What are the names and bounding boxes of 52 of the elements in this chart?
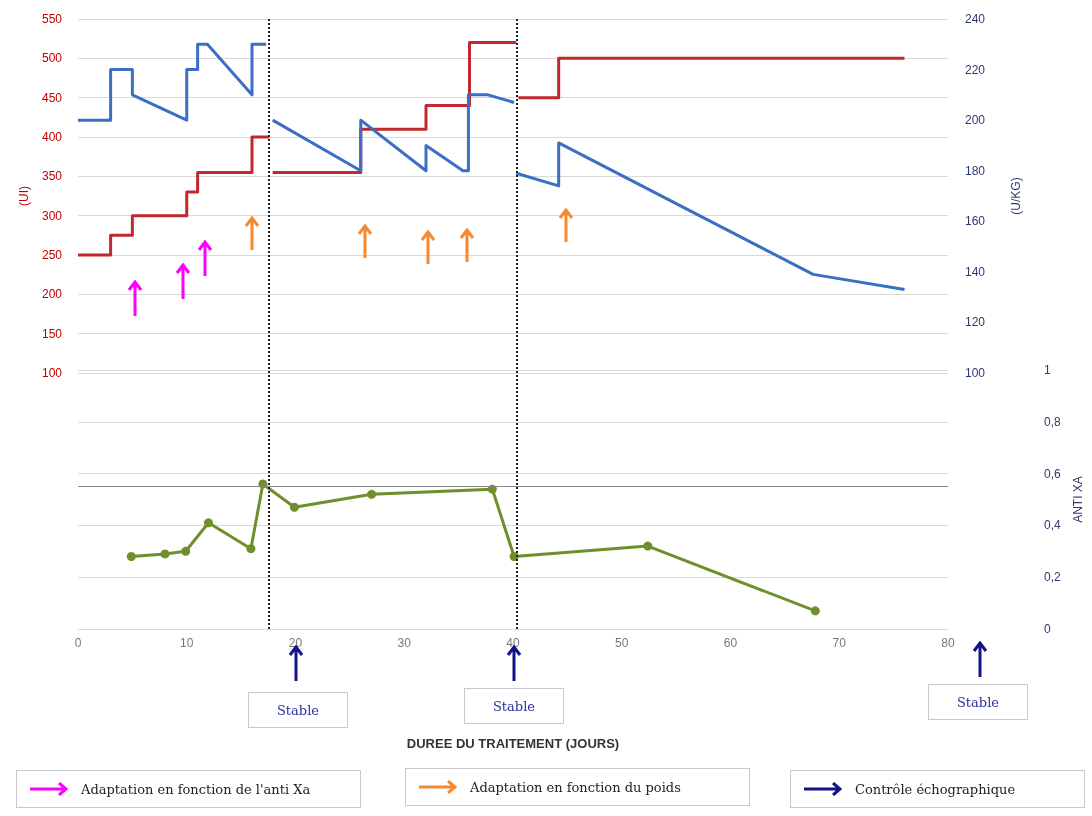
x-axis-title: DUREE DU TRAITEMENT (JOURS) [406,736,620,751]
y2-tick-label: 220 [965,62,986,77]
point [246,544,256,554]
text: Adaptation en fonction de l'anti Xa [81,781,311,797]
text: Stable [928,684,1028,720]
text: Contrôle échographique [855,781,1016,797]
y2-tick-label: 0,2 [1044,570,1062,585]
y2-tick-label: 0,6 [1044,466,1062,481]
point [126,551,136,561]
x-tick-label: 50 [615,636,629,650]
y-axis-title: (UI) [17,186,31,206]
y2-tick-label: 120 [965,315,986,330]
text: Adaptation en fonction du poids [470,779,681,795]
y-tick-label: 300 [41,208,63,223]
x-tick-label: 0 [74,636,82,650]
text: Stable [464,688,564,724]
y2-tick-label: 200 [965,113,986,128]
point [181,546,191,556]
y2-tick-label: 0 [1044,622,1051,636]
x-tick-label: 70 [832,636,847,650]
point [289,502,299,512]
x-tick-label: 30 [397,636,412,650]
y2-tick-label: 0,4 [1044,518,1062,533]
text: Stable [248,692,348,728]
y-tick-label: 200 [41,287,63,302]
y2-tick-label: 240 [965,12,986,26]
x-tick-label: 80 [941,636,955,650]
x-tick-label: 20 [288,636,303,650]
y2-tick-label: 140 [965,264,986,279]
y2-tick-label: 160 [965,214,986,229]
point [810,606,820,616]
y2-axis-title: ANTI XA [1070,476,1085,523]
y2-tick-label: 180 [965,163,986,178]
point [160,549,170,559]
point [367,489,377,499]
y-tick-label: 550 [41,12,63,26]
y-tick-label: 400 [41,130,63,144]
y2-tick-label: 100 [965,366,986,380]
point [204,518,213,528]
y2-axis-title: (U/KG) [1009,177,1023,215]
y2-tick-label: 1 [1044,363,1051,377]
y-tick-label: 100 [41,366,63,380]
y-tick-label: 150 [41,326,63,341]
y-tick-label: 250 [41,248,63,262]
y-tick-label: 450 [41,90,63,105]
x-tick-label: 10 [180,636,194,650]
point [643,541,653,551]
y-tick-label: 350 [41,169,63,184]
y2-tick-label: 0,8 [1044,414,1062,429]
y-tick-label: 500 [41,51,63,66]
x-tick-label: 40 [506,636,520,650]
x-tick-label: 60 [723,636,738,650]
